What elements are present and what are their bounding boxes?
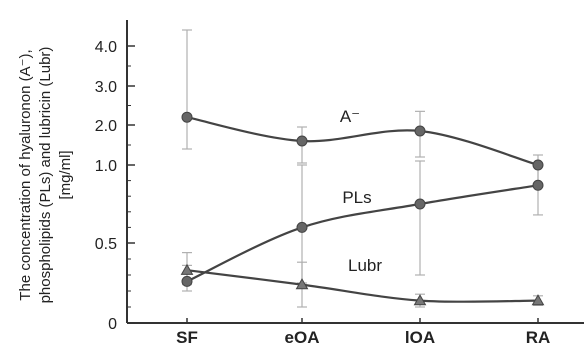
y-axis-label-line-1: The concentration of hyaluronon (A⁻), (17, 49, 34, 300)
y-axis-label-line-3: [mg/ml] (57, 150, 74, 199)
series-point-0-3 (532, 159, 544, 171)
y-tick-label-2: 1.0 (95, 158, 117, 175)
x-tick-label-eOA: eOA (285, 328, 320, 347)
series-label-0: A⁻ (340, 107, 360, 126)
series-point-2-2 (413, 294, 427, 306)
series-point-1-0 (181, 275, 193, 287)
series-point-2-3 (531, 294, 545, 306)
series-point-2-1 (295, 278, 309, 290)
series-lines (186, 116, 539, 303)
series-line-1 (186, 184, 539, 283)
series-line-2 (186, 269, 539, 303)
series-point-2-0 (180, 263, 194, 275)
y-axis-label-line-2: phospholipids (PLs) and lubricin (Lubr) (37, 47, 54, 304)
series-markers (180, 111, 545, 306)
series-labels: A⁻ PLs Lubr (340, 107, 383, 275)
y-tick-label-5: 4.0 (95, 39, 117, 56)
axes (126, 20, 584, 324)
y-tick-label-4: 3.0 (95, 79, 117, 96)
y-tick-label-1: 0.5 (95, 236, 117, 253)
x-tick-label-SF: SF (176, 328, 198, 347)
x-tick-label-lOA: lOA (405, 328, 435, 347)
series-point-1-2 (414, 198, 426, 210)
y-ticks: 0 0.5 1.0 2.0 3.0 4.0 (95, 39, 135, 333)
series-label-1: PLs (342, 188, 371, 207)
x-ticks: SF eOA lOA RA (176, 318, 550, 347)
x-tick-label-RA: RA (526, 328, 551, 347)
series-point-0-0 (181, 111, 193, 123)
y-tick-label-0: 0 (108, 316, 117, 333)
y-tick-label-3: 2.0 (95, 118, 117, 135)
series-line-0 (186, 116, 539, 167)
y-axis-label: The concentration of hyaluronon (A⁻), pho… (17, 47, 74, 304)
series-point-0-1 (296, 135, 308, 147)
series-point-1-3 (532, 179, 544, 191)
series-label-2: Lubr (348, 256, 382, 275)
series-point-1-1 (296, 221, 308, 233)
series-point-0-2 (414, 125, 426, 137)
